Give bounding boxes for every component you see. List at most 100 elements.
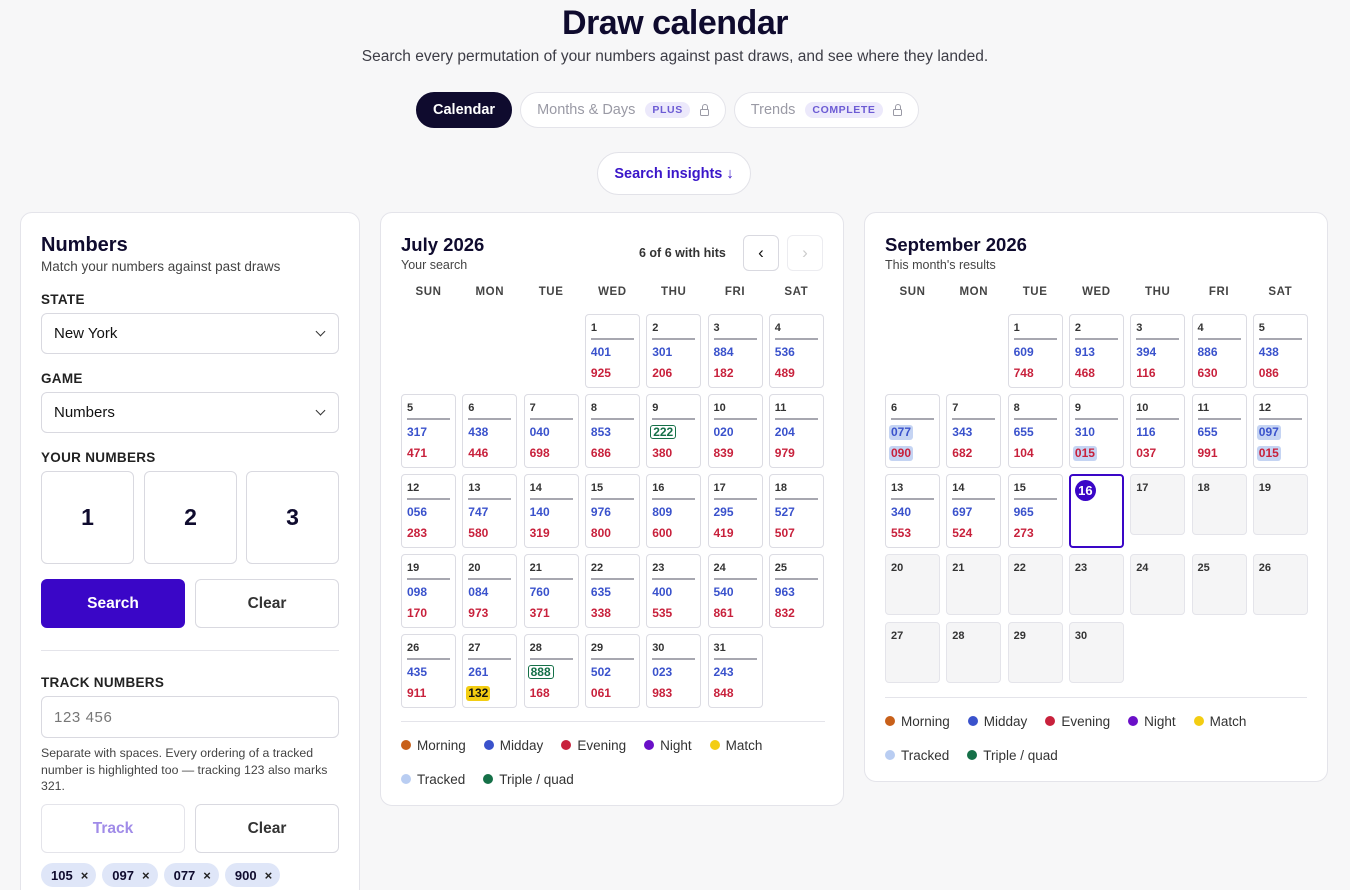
track-clear-button[interactable]: Clear <box>195 804 339 853</box>
day-cell[interactable]: 14 697 524 <box>946 474 1002 548</box>
midday-result: 020 <box>713 425 734 439</box>
evening-result: 273 <box>1013 526 1034 540</box>
day-cell[interactable]: 24 540 861 <box>707 554 763 628</box>
day-cell[interactable]: 14 140 319 <box>523 474 579 548</box>
day-cell[interactable]: 26 435 911 <box>401 634 456 708</box>
remove-chip-button[interactable]: × <box>264 867 273 883</box>
legend-item: Triple / quad <box>967 747 1058 763</box>
day-cell[interactable]: 30 <box>1068 622 1124 683</box>
day-cell[interactable]: 25 963 832 <box>768 554 824 628</box>
day-cell[interactable]: 11 655 991 <box>1191 394 1247 468</box>
day-cell[interactable]: 19 <box>1252 474 1308 535</box>
day-cell[interactable]: 23 400 535 <box>646 554 702 628</box>
remove-chip-button[interactable]: × <box>142 867 150 883</box>
day-cell[interactable]: 31 243 848 <box>707 634 763 708</box>
day-cell[interactable]: 29 502 061 <box>584 634 640 708</box>
search-button[interactable]: Search <box>41 579 185 628</box>
day-cell[interactable]: 1 609 748 <box>1007 314 1063 388</box>
day-cell[interactable]: 18 527 507 <box>768 474 824 548</box>
day-cell[interactable]: 18 <box>1191 474 1247 535</box>
day-cell[interactable]: 6 438 446 <box>462 394 518 468</box>
day-cell[interactable]: 13 340 553 <box>885 474 940 548</box>
day-cell[interactable]: 24 <box>1130 554 1186 615</box>
day-cell[interactable]: 27 <box>885 622 940 683</box>
day-cell[interactable]: 8 853 686 <box>584 394 640 468</box>
day-cell[interactable]: 27 261 132 <box>462 634 518 708</box>
day-cell[interactable]: 29 <box>1007 622 1063 683</box>
day-cell[interactable]: 9 310 015 <box>1068 394 1124 468</box>
day-cell[interactable]: 7 343 682 <box>946 394 1002 468</box>
next-month-button[interactable]: › <box>787 235 823 271</box>
day-divider <box>774 578 818 580</box>
track-numbers-input[interactable]: 123 456 <box>41 696 339 738</box>
day-cell[interactable]: 15 965 273 <box>1007 474 1063 548</box>
divider <box>401 721 825 722</box>
day-cell[interactable]: 22 635 338 <box>584 554 640 628</box>
game-select[interactable]: Numbers <box>41 392 339 433</box>
digit-input-2[interactable]: 2 <box>144 471 237 564</box>
digit-input-1[interactable]: 1 <box>41 471 134 564</box>
legend-dot <box>401 740 411 750</box>
day-divider <box>713 578 757 580</box>
remove-chip-button[interactable]: × <box>203 867 211 883</box>
clear-button[interactable]: Clear <box>195 579 339 628</box>
day-cell[interactable]: 30 023 983 <box>646 634 702 708</box>
tab-calendar[interactable]: Calendar <box>416 92 513 128</box>
day-cell[interactable]: 16 809 600 <box>646 474 702 548</box>
day-cell[interactable]: 17 <box>1130 474 1186 535</box>
day-cell[interactable]: 17 295 419 <box>707 474 763 548</box>
day-cell[interactable]: 7 040 698 <box>523 394 579 468</box>
day-cell[interactable]: 21 760 371 <box>523 554 579 628</box>
day-cell[interactable]: 20 084 973 <box>462 554 518 628</box>
day-cell[interactable]: 2 913 468 <box>1068 314 1124 388</box>
remove-chip-button[interactable]: × <box>80 867 89 883</box>
day-cell[interactable]: 19 098 170 <box>401 554 456 628</box>
day-cell[interactable]: 15 976 800 <box>584 474 640 548</box>
day-cell[interactable]: 25 <box>1191 554 1247 615</box>
midday-result: 888 <box>527 665 554 679</box>
tab-months-days[interactable]: Months & Days PLUS <box>520 92 726 128</box>
tab-trends[interactable]: Trends COMPLETE <box>733 92 919 128</box>
day-cell[interactable]: 8 655 104 <box>1007 394 1063 468</box>
day-cell[interactable]: 6 077 090 <box>885 394 940 468</box>
day-divider <box>652 578 696 580</box>
day-cell[interactable]: 12 097 015 <box>1252 394 1308 468</box>
midday-result: 655 <box>1013 425 1034 439</box>
tracked-chip: 105 × <box>41 863 97 887</box>
track-button[interactable]: Track <box>41 804 185 853</box>
day-cell[interactable]: 28 <box>946 622 1002 683</box>
day-cell[interactable]: 21 <box>946 554 1002 615</box>
day-cell[interactable]: 10 020 839 <box>707 394 763 468</box>
search-insights-button[interactable]: Search insights ↓ <box>597 152 751 195</box>
day-cell[interactable]: 28 888 168 <box>523 634 579 708</box>
day-cell[interactable]: 23 <box>1068 554 1124 615</box>
day-cell[interactable]: 5 317 471 <box>401 394 456 468</box>
day-divider <box>652 418 696 420</box>
day-number: 29 <box>590 642 604 654</box>
page-title: Draw calendar <box>562 4 788 42</box>
day-cell[interactable]: 4 886 630 <box>1191 314 1247 388</box>
game-value: Numbers <box>54 404 115 421</box>
digit-input-3[interactable]: 3 <box>246 471 339 564</box>
day-cell[interactable]: 13 747 580 <box>462 474 518 548</box>
day-cell[interactable]: 3 394 116 <box>1130 314 1186 388</box>
day-cell[interactable]: 10 116 037 <box>1130 394 1186 468</box>
day-cell[interactable]: 1 401 925 <box>584 314 640 388</box>
day-cell[interactable]: 11 204 979 <box>768 394 824 468</box>
day-cell[interactable]: 9 222 380 <box>646 394 702 468</box>
day-cell[interactable]: 2 301 206 <box>646 314 702 388</box>
day-cell[interactable]: 22 <box>1007 554 1063 615</box>
day-cell[interactable]: 12 056 283 <box>401 474 456 548</box>
day-divider <box>529 578 573 580</box>
day-cell[interactable]: 4 536 489 <box>768 314 824 388</box>
prev-month-button[interactable]: ‹ <box>743 235 779 271</box>
day-cell[interactable]: 3 884 182 <box>707 314 763 388</box>
day-number: 9 <box>652 402 659 414</box>
day-cell[interactable]: 20 <box>885 554 940 615</box>
state-select[interactable]: New York <box>41 313 339 354</box>
day-divider <box>407 418 450 420</box>
day-divider <box>1258 338 1302 340</box>
day-cell[interactable]: 26 <box>1252 554 1308 615</box>
day-cell[interactable]: 5 438 086 <box>1252 314 1308 388</box>
day-cell[interactable]: 16 <box>1068 474 1124 548</box>
